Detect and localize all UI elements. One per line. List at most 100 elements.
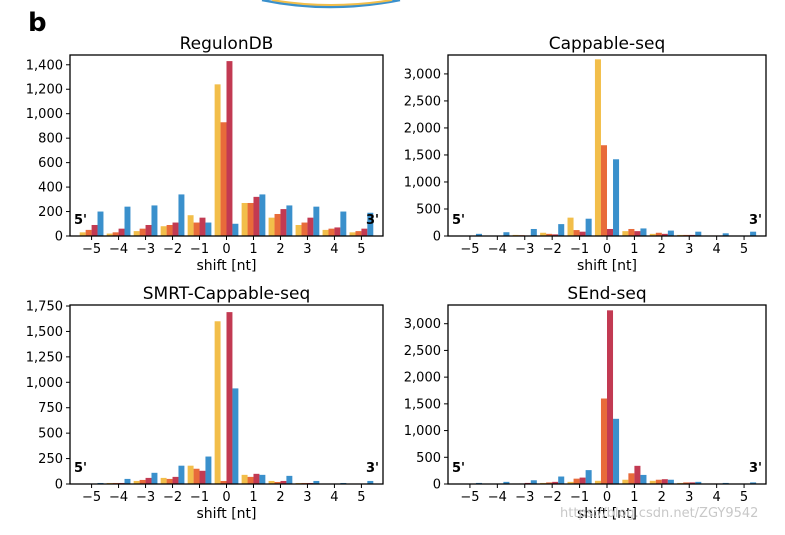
five-prime-label: 5': [452, 213, 465, 228]
bar-0-series-2: [600, 398, 607, 484]
y-tick-label: 1,000: [404, 424, 441, 439]
bar-−3-series-4: [151, 472, 158, 484]
bar-−1-series-1: [567, 217, 574, 236]
x-tick-label: 2: [658, 242, 666, 257]
bar-−1-series-2: [573, 478, 580, 484]
bar-2-series-2: [274, 213, 281, 236]
five-prime-label: 5': [74, 213, 87, 228]
bar-0-series-1: [594, 480, 601, 484]
bar-−2-series-2: [166, 478, 173, 484]
y-tick-label: 250: [38, 452, 63, 467]
y-tick-label: 1,750: [26, 300, 63, 315]
bar-−3-series-1: [133, 231, 140, 236]
panel-label: b: [28, 8, 47, 38]
bar-1-series-3: [634, 231, 641, 236]
bar-1-series-2: [628, 473, 635, 484]
bar-0-series-1: [214, 84, 221, 236]
bar-0-series-4: [613, 159, 620, 236]
bar-−2-series-4: [178, 194, 185, 236]
y-tick-label: 1,000: [26, 107, 63, 122]
bar-−4-series-3: [118, 228, 125, 236]
bar-0-series-4: [613, 418, 620, 484]
bar-2-series-2: [655, 232, 662, 236]
x-tick-label: −2: [163, 490, 182, 505]
x-tick-label: 5: [357, 242, 365, 257]
bar-0-series-3: [226, 61, 233, 236]
bar-0-series-1: [594, 59, 601, 236]
bar-2-series-2: [274, 481, 281, 484]
x-tick-label: 1: [630, 490, 638, 505]
y-tick-label: 500: [38, 427, 63, 442]
bar-1-series-4: [259, 474, 266, 484]
bar-5-series-4: [750, 482, 757, 484]
bar-−5-series-2: [85, 229, 92, 236]
bar-3-series-1: [295, 224, 302, 236]
bar-−1-series-4: [205, 456, 212, 484]
y-tick-label: 1,500: [404, 148, 441, 163]
x-tick-label: −3: [515, 490, 534, 505]
bar-3-series-4: [695, 231, 702, 236]
bar-1-series-1: [622, 479, 629, 484]
bar-−1-series-2: [573, 230, 580, 236]
bar-−2-series-3: [172, 476, 179, 484]
bar-−2-series-3: [552, 234, 559, 236]
y-tick-label: 0: [55, 478, 63, 493]
bar-−2-series-2: [546, 482, 553, 484]
x-tick-label: −1: [190, 490, 209, 505]
bar-−3-series-4: [530, 228, 537, 236]
bar-3-series-3: [307, 217, 314, 236]
bar-1-series-1: [241, 202, 248, 236]
y-tick-label: 3,000: [404, 67, 441, 82]
bar-−1-series-1: [187, 215, 194, 236]
x-tick-label: 0: [222, 490, 230, 505]
bar-−2-series-3: [172, 222, 179, 236]
bar-0-series-2: [220, 122, 227, 236]
x-tick-label: −3: [515, 242, 534, 257]
bar-2-series-4: [667, 230, 674, 236]
x-tick-label: −1: [190, 242, 209, 257]
bar-1-series-4: [640, 228, 647, 236]
x-tick-label: −4: [109, 490, 128, 505]
bar-4-series-2: [328, 228, 335, 236]
x-axis-label: shift [nt]: [577, 506, 637, 522]
bar-3-series-2: [301, 222, 308, 236]
bar-−5-series-4: [97, 211, 104, 236]
bar-2-series-2: [655, 479, 662, 484]
x-tick-label: 0: [603, 490, 611, 505]
bar-4-series-1: [322, 229, 329, 236]
bar-5-series-4: [367, 212, 374, 236]
bar-−3-series-4: [530, 480, 537, 484]
bar-−2-series-1: [160, 226, 167, 236]
y-tick-label: 3,000: [404, 317, 441, 332]
x-tick-label: 2: [276, 490, 284, 505]
x-tick-label: −4: [488, 242, 507, 257]
bar-2-series-3: [280, 480, 287, 484]
x-tick-label: −1: [570, 490, 589, 505]
x-tick-label: −2: [543, 242, 562, 257]
bar-0-series-2: [600, 145, 607, 236]
chart-title: Cappable-seq: [549, 34, 666, 54]
y-tick-label: 200: [38, 205, 63, 220]
x-tick-label: 3: [685, 242, 693, 257]
x-tick-label: 5: [740, 242, 748, 257]
bar-−1-series-3: [579, 477, 586, 484]
bar-1-series-2: [247, 476, 254, 484]
x-tick-label: −2: [543, 490, 562, 505]
bar-−4-series-4: [124, 478, 131, 484]
bar-4-series-3: [334, 227, 341, 236]
bar-−3-series-2: [139, 228, 146, 236]
bar-0-series-4: [232, 388, 239, 484]
bar-−4-series-1: [106, 233, 113, 236]
bar-−3-series-4: [151, 205, 158, 236]
y-tick-label: 1,200: [26, 83, 63, 98]
bar-2-series-4: [286, 475, 293, 484]
x-axis-label: shift [nt]: [577, 258, 637, 274]
bar-0-series-3: [226, 312, 233, 484]
y-tick-label: 600: [38, 156, 63, 171]
x-tick-label: 1: [249, 490, 257, 505]
y-tick-label: 500: [416, 451, 441, 466]
bar-−2-series-3: [552, 481, 559, 484]
bar-−3-series-3: [145, 477, 152, 484]
x-tick-label: −5: [82, 242, 101, 257]
